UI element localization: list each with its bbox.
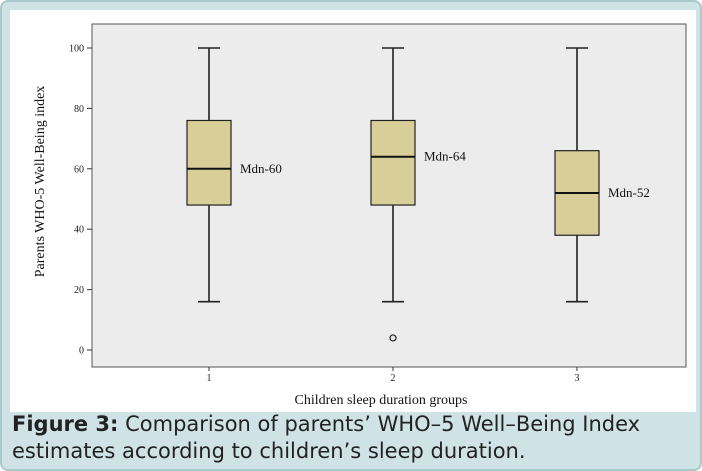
y-tick-label: 100 xyxy=(69,44,84,55)
outlier-point xyxy=(389,334,397,342)
box-group-1: Mdn-60 xyxy=(186,47,282,303)
iqr-box xyxy=(186,119,232,206)
y-tick-label: 60 xyxy=(74,164,84,175)
caption-text: Comparison of parents’ WHO–5 Well–Being … xyxy=(12,412,641,463)
y-tick-label: 80 xyxy=(74,104,84,115)
y-tick-label: 20 xyxy=(74,285,84,296)
x-tick-label: 3 xyxy=(575,373,580,384)
y-axis-title: Parents WHO-5 Well-Being index xyxy=(33,86,48,278)
chart-area: 0 20 40 60 80 100 Mdn-60 1 Mdn-64 2 Mdn-52 3 Childre… xyxy=(10,10,696,412)
box-group-3: Mdn-52 xyxy=(554,47,650,303)
median-annotation: Mdn-60 xyxy=(240,161,282,176)
x-axis-title: Children sleep duration groups xyxy=(294,393,467,408)
box-group-2: Mdn-64 xyxy=(370,47,466,342)
x-tick-label: 2 xyxy=(391,373,396,384)
boxplot-chart: 0 20 40 60 80 100 Mdn-60 1 Mdn-64 2 Mdn-52 3 Childre… xyxy=(33,23,687,408)
x-tick-label: 1 xyxy=(207,373,212,384)
y-tick-label: 0 xyxy=(79,346,84,357)
median-annotation: Mdn-52 xyxy=(608,185,650,200)
figure-caption: Figure 3: Comparison of parents’ WHO–5 W… xyxy=(12,411,696,465)
y-tick-label: 40 xyxy=(74,225,84,236)
median-annotation: Mdn-64 xyxy=(424,149,466,164)
iqr-box xyxy=(370,119,416,206)
caption-label: Figure 3: xyxy=(12,412,119,436)
